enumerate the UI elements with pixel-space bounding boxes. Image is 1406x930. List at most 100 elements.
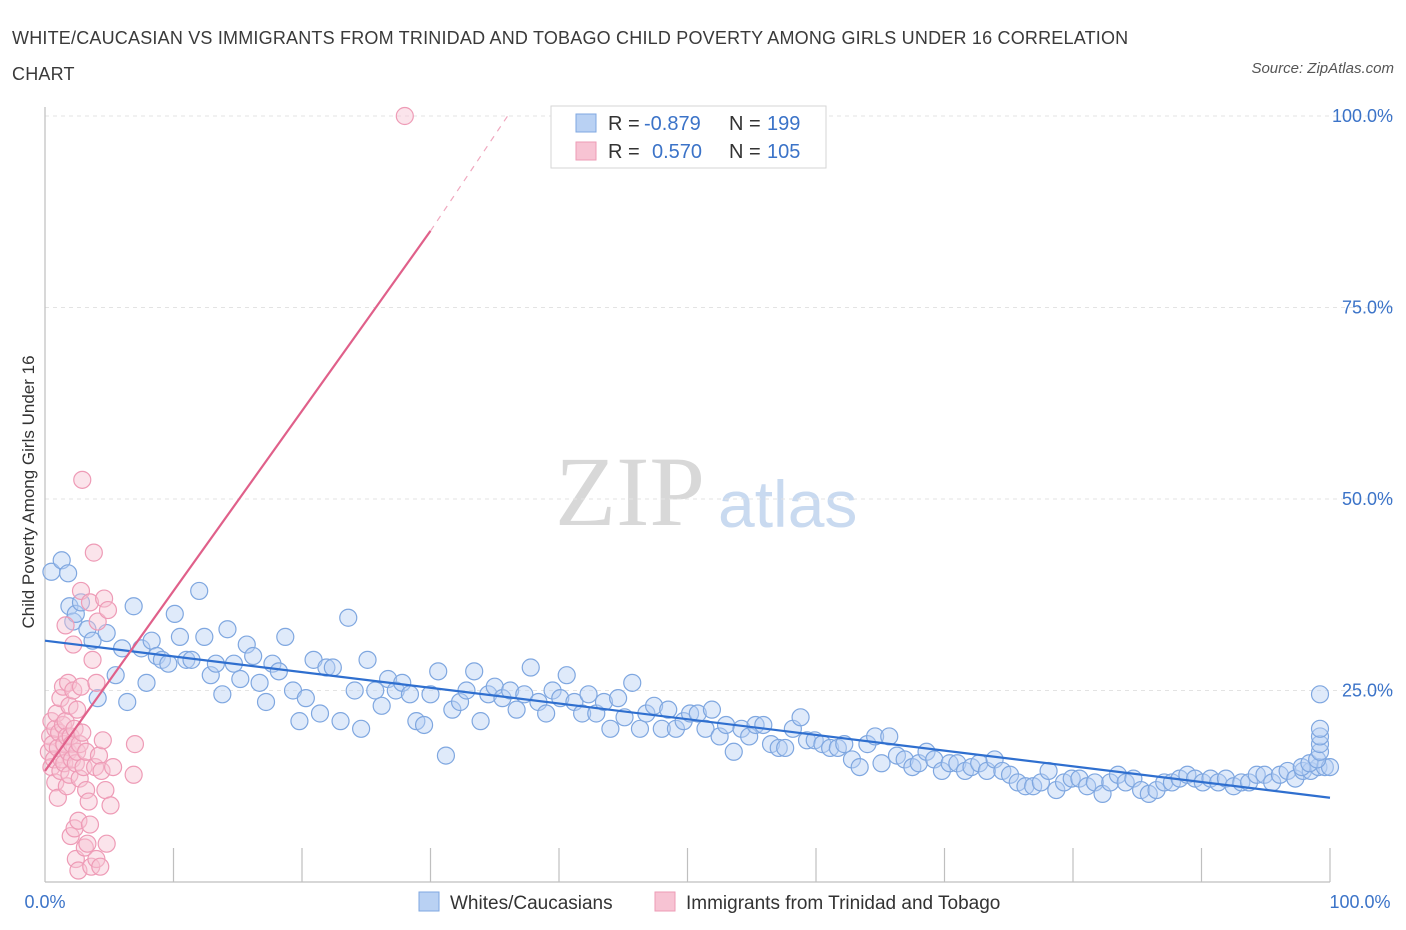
whites-point-132: [948, 754, 967, 773]
whites-point-62: [436, 746, 456, 765]
whites-point-171: [1247, 765, 1266, 784]
series-whites: [42, 551, 1340, 804]
whites-point-97: [688, 704, 707, 723]
whites-point-111: [791, 708, 810, 727]
trinidad-point-69: [98, 600, 118, 620]
whites-point-93: [659, 700, 678, 719]
trinidad-point-62: [89, 746, 109, 765]
whites-point-51: [358, 650, 377, 669]
bottom-legend-label-whites: Whites/Caucasians: [450, 893, 613, 914]
trinidad-point-53: [80, 593, 100, 612]
whites-point-44: [310, 704, 330, 723]
x-tick-label-min: 0.0%: [24, 892, 65, 912]
whites-point-147: [1062, 769, 1081, 788]
whites-point-72: [507, 700, 526, 719]
whites-point-167: [1216, 769, 1236, 788]
whites-point-119: [850, 757, 869, 777]
whites-point-130: [932, 761, 952, 781]
whites-point-76: [537, 704, 556, 723]
watermark-zip: ZIP: [555, 436, 705, 547]
trend-line-whites: [44, 639, 1331, 799]
whites-point-98: [696, 719, 715, 738]
series-trinidad: [39, 106, 414, 880]
whites-point-53: [372, 696, 391, 715]
whites-point-122: [872, 754, 891, 773]
trinidad-point-46: [73, 470, 92, 489]
whites-point-61: [429, 662, 448, 681]
whites-point-88: [623, 673, 642, 692]
legend-swatch-whites: [575, 113, 597, 133]
whites-point-96: [680, 704, 700, 723]
whites-tail-point-6: [1310, 719, 1330, 738]
whites-point-102: [724, 742, 743, 761]
trinidad-point-64: [92, 761, 111, 781]
whites-point-41: [290, 712, 309, 731]
trinidad-point-65: [93, 731, 112, 750]
bottom-legend-label-trinidad: Immigrants from Trinidad and Tobago: [686, 893, 1000, 914]
bottom-legend-swatch-whites: [418, 891, 440, 912]
whites-point-35: [250, 673, 269, 692]
trinidad-point-70: [101, 796, 120, 815]
source-credit: Source: ZipAtlas.com: [1251, 60, 1394, 77]
trinidad-point-26: [60, 765, 79, 784]
whites-point-36: [256, 692, 276, 712]
trinidad-point-7: [46, 773, 65, 792]
whites-point-47: [331, 712, 350, 731]
trinidad-point-71: [104, 757, 123, 777]
whites-point-39: [276, 627, 295, 646]
trend-line-trinidad: [44, 230, 432, 772]
trinidad-point-74: [395, 106, 414, 126]
trinidad-point-52: [79, 792, 98, 811]
whites-point-71: [501, 681, 520, 700]
y-tick-label-50: 50.0%: [1342, 489, 1393, 509]
trinidad-point-44: [71, 677, 91, 696]
y-tick-label-75: 75.0%: [1342, 298, 1393, 318]
whites-point-108: [769, 738, 788, 758]
whites-point-77: [543, 681, 562, 700]
whites-point-33: [237, 635, 256, 654]
whites-point-50: [352, 719, 371, 738]
whites-point-139: [1000, 765, 1020, 784]
trinidad-point-49: [77, 780, 96, 800]
trinidad-point-59: [87, 673, 106, 692]
whites-point-109: [776, 738, 795, 758]
whites-point-27: [201, 666, 220, 685]
whites-point-82: [579, 685, 598, 704]
trinidad-point-61: [88, 612, 107, 631]
whites-point-89: [630, 719, 650, 738]
watermark-atlas: atlas: [718, 467, 857, 541]
whites-point-81: [573, 704, 592, 723]
whites-point-100: [710, 727, 729, 746]
whites-point-21: [165, 604, 184, 624]
whites-point-67: [471, 712, 490, 731]
whites-point-152: [1101, 773, 1120, 792]
trinidad-point-63: [91, 857, 110, 876]
legend-n-label-trinidad: N =: [729, 141, 761, 163]
whites-point-105: [746, 715, 765, 735]
whites-point-106: [754, 715, 773, 735]
whites-point-26: [195, 627, 214, 646]
whites-point-63: [443, 700, 462, 719]
y-tick-label-100: 100.0%: [1332, 106, 1393, 126]
trinidad-point-38: [68, 700, 87, 719]
series-legend: Whites/Caucasians Immigrants from Trinid…: [418, 891, 1000, 914]
whites-point-92: [652, 719, 671, 738]
whites-point-38: [269, 662, 288, 681]
legend-n-value-whites: 199: [767, 113, 800, 135]
trinidad-point-19: [56, 616, 75, 635]
whites-point-28: [206, 654, 226, 673]
legend-r-label-whites: R =: [608, 113, 640, 135]
stats-legend-box: [550, 105, 827, 169]
whites-point-131: [940, 754, 959, 773]
whites-point-7: [78, 620, 97, 639]
trend-line-trinidad-extension: [430, 115, 509, 232]
whites-point-13: [118, 692, 137, 712]
whites-point-29: [213, 685, 232, 704]
whites-point-176: [1286, 769, 1305, 788]
whites-point-34: [244, 646, 263, 666]
whites-point-84: [594, 692, 614, 712]
whites-point-16: [137, 673, 156, 692]
trinidad-point-54: [80, 815, 100, 834]
whites-tail-point-5: [1310, 727, 1330, 746]
y-tick-labels: 25.0% 50.0% 75.0% 100.0%: [1332, 106, 1393, 701]
